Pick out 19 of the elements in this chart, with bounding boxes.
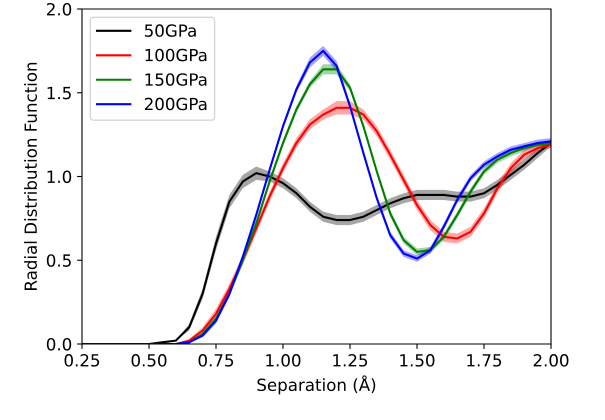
legend-label: 100GPa (145, 48, 206, 62)
y-tick-label: 0.5 (46, 254, 71, 267)
y-tick-label: 1.5 (48, 86, 71, 100)
x-axis-title: Separation (Å) (257, 375, 376, 394)
y-axis-title: Radial Distribution Function (24, 62, 37, 290)
y-tick-label: 0.0 (46, 338, 72, 351)
x-tick-label: 0.50 (132, 354, 166, 367)
x-tick-label: 1.75 (467, 354, 502, 367)
x-tick-label: 0.25 (64, 354, 100, 367)
y-tick-label: 2.0 (46, 2, 72, 16)
x-tick-label: 1.50 (400, 354, 434, 367)
x-tick-label: 1.25 (333, 354, 368, 367)
x-tick-label: 1.00 (266, 354, 300, 367)
legend-label: 50GPa (144, 24, 196, 37)
legend-label: 150GPa (145, 73, 206, 86)
x-tick-label: 2.00 (534, 354, 568, 367)
x-tick-label: 0.75 (198, 354, 234, 367)
y-tick-label: 1.0 (48, 170, 72, 184)
legend-label: 200GPa (144, 98, 206, 110)
